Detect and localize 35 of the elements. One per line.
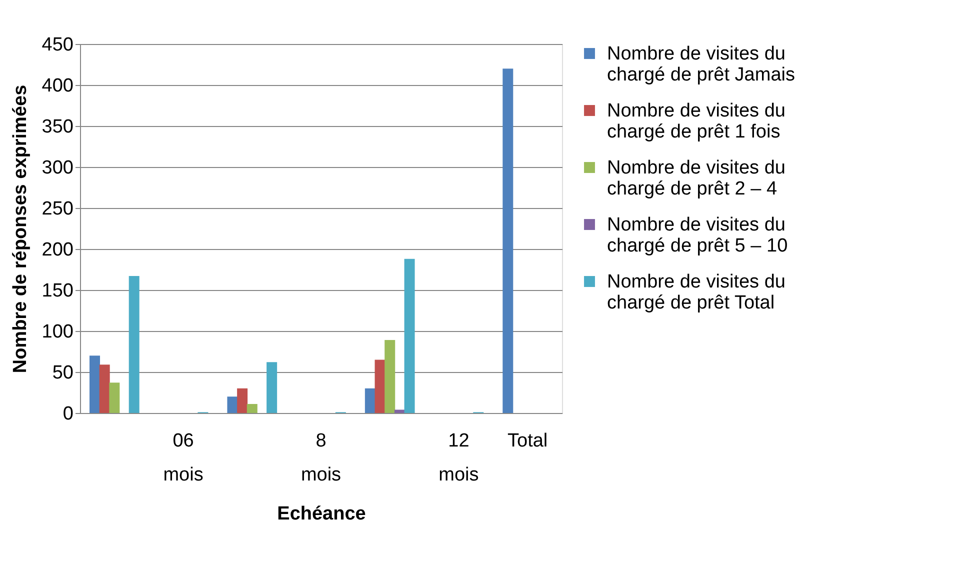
bar bbox=[246, 404, 258, 413]
bar bbox=[90, 356, 100, 413]
bar bbox=[237, 388, 248, 413]
y-tick-label: 250 bbox=[42, 198, 74, 220]
x-tick-label: 06 mois bbox=[163, 430, 204, 486]
x-tick-label: 8 mois bbox=[300, 430, 342, 486]
bar bbox=[266, 362, 278, 413]
bar bbox=[109, 382, 120, 413]
bar bbox=[394, 410, 405, 413]
y-tick-label: 200 bbox=[42, 240, 74, 260]
bar bbox=[374, 360, 386, 413]
bar bbox=[99, 364, 110, 413]
legend-label: Nombre de visites du chargé de prêt Total bbox=[607, 272, 786, 314]
y-axis-title: Nombre de réponses exprimées bbox=[10, 84, 31, 374]
bar bbox=[384, 340, 396, 413]
legend-label: Nombre de visites du chargé de prêt 2 – 4 bbox=[607, 158, 786, 200]
bar bbox=[502, 68, 514, 413]
y-tick-label: 50 bbox=[52, 362, 74, 384]
y-tick-label: 350 bbox=[42, 116, 74, 138]
bar bbox=[404, 258, 415, 413]
y-tick-label: 450 bbox=[42, 34, 74, 56]
bar bbox=[364, 388, 376, 413]
legend-label: Nombre de visites du chargé de prêt 1 fois bbox=[607, 100, 786, 142]
x-axis-title: Echéance bbox=[277, 504, 366, 524]
legend-label: Nombre de visites du chargé de prêt 5 – 10 bbox=[607, 214, 788, 256]
x-tick-label: 12 mois bbox=[438, 430, 479, 486]
y-tick-label: 100 bbox=[42, 322, 74, 342]
x-tick-label: Total bbox=[508, 430, 548, 452]
y-tick-label: 400 bbox=[42, 76, 74, 96]
y-tick-label: 150 bbox=[42, 280, 74, 302]
bar bbox=[227, 396, 238, 413]
bar bbox=[128, 276, 140, 413]
y-tick-label: 300 bbox=[42, 158, 74, 178]
legend-label: Nombre de visites du chargé de prêt Jamais bbox=[607, 44, 795, 86]
y-tick-label: 0 bbox=[62, 404, 74, 424]
